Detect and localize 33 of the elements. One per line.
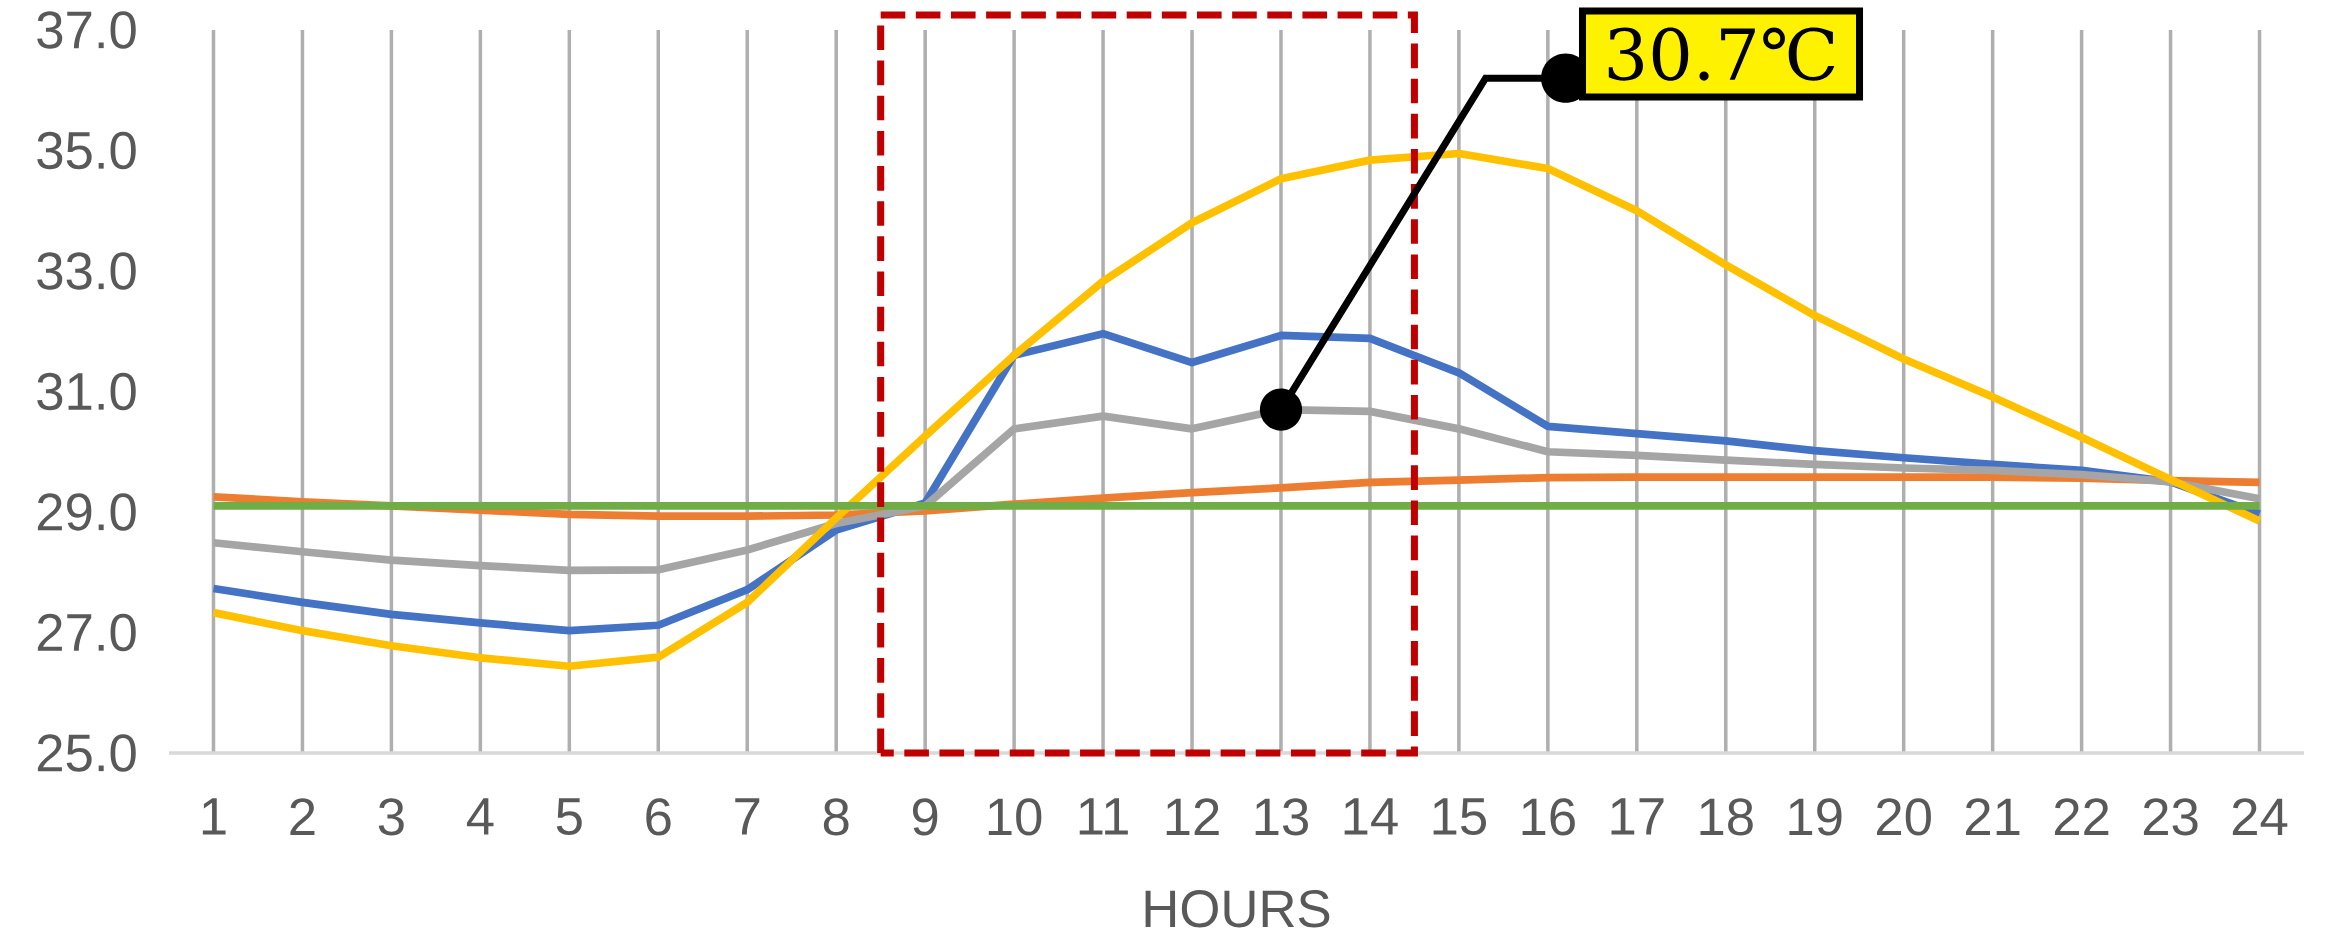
x-tick-label: 22 (2054, 798, 2109, 836)
x-tick-label: 14 (1344, 798, 1398, 835)
x-tick-label: 6 (646, 798, 671, 836)
y-tick-label: 27.0 (37, 613, 136, 652)
x-tick-label: 17 (1611, 798, 1664, 835)
x-tick-label: 13 (1255, 798, 1308, 836)
x-tick-label: 7 (735, 798, 760, 835)
y-tick-label: 29.0 (37, 493, 136, 531)
x-tick-label: 9 (912, 798, 938, 836)
x-axis-title: HOURS (1145, 890, 1330, 928)
x-tick-label: 4 (466, 798, 494, 835)
x-tick-label: 12 (1166, 798, 1219, 836)
x-tick-label: 10 (988, 798, 1042, 836)
x-tick-label: 1 (202, 798, 226, 835)
x-tick-label: 23 (2143, 798, 2198, 836)
y-tick-label: 33.0 (37, 252, 136, 290)
x-tick-label: 8 (823, 798, 849, 836)
x-tick-label: 2 (290, 798, 315, 836)
x-tick-label: 5 (556, 798, 582, 835)
x-tick-label: 24 (2232, 798, 2288, 836)
x-tick-label: 20 (1877, 798, 1931, 836)
y-tick-label: 25.0 (37, 734, 136, 772)
y-tick-label: 37.0 (37, 11, 136, 49)
x-tick-label: 11 (1079, 798, 1128, 835)
x-tick-label: 19 (1789, 798, 1842, 836)
x-tick-label: 15 (1433, 798, 1487, 835)
y-tick-label: 35.0 (37, 131, 136, 170)
x-tick-label: 16 (1522, 798, 1575, 836)
x-tick-label: 21 (1965, 798, 2020, 836)
x-tick-label: 3 (378, 798, 404, 836)
y-tick-label: 31.0 (37, 372, 136, 411)
x-tick-label: 18 (1700, 798, 1753, 836)
annotation: 30.7℃ (1608, 27, 1835, 81)
